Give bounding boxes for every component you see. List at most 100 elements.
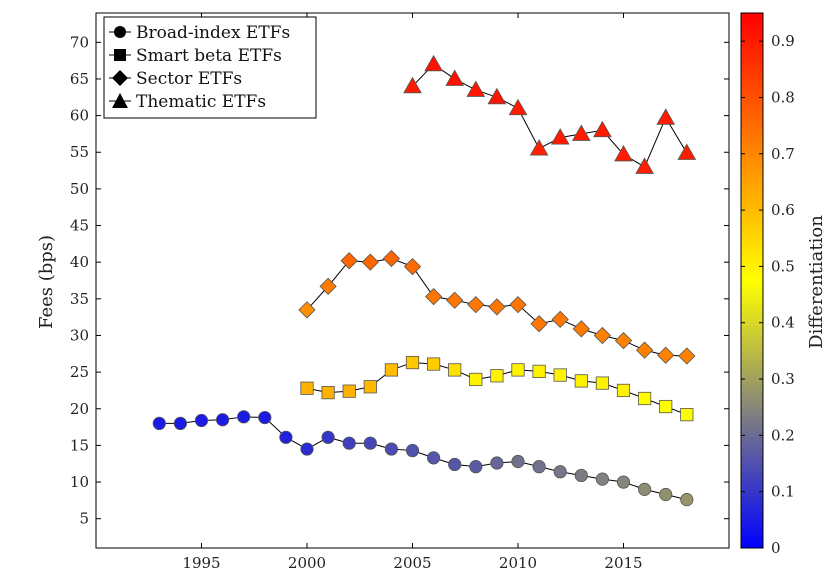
series-square <box>300 355 694 422</box>
data-point-triangle <box>656 108 676 125</box>
y-tick-label: 45 <box>70 217 89 235</box>
data-point-square <box>490 369 504 383</box>
data-point-circle <box>279 430 293 444</box>
data-point-square <box>384 363 399 377</box>
colorbar-tick-label: 0.4 <box>771 314 795 332</box>
data-point-circle <box>680 493 694 507</box>
data-point-circle <box>574 468 588 483</box>
data-point-square <box>616 383 631 398</box>
x-tick-label: 2010 <box>499 554 537 572</box>
data-point-circle <box>532 460 546 474</box>
legend-label-thematic: Thematic ETFs <box>136 92 266 112</box>
data-point-circle <box>152 416 166 431</box>
data-point-diamond <box>424 287 443 306</box>
legend-diamond-icon <box>112 70 128 86</box>
data-point-circle <box>659 487 673 502</box>
legend-label-broad-index: Broad-index ETFs <box>136 23 290 43</box>
legend: Broad-index ETFs Smart beta ETFs Sector … <box>103 16 317 119</box>
data-point-diamond <box>509 296 527 314</box>
data-point-diamond <box>361 253 379 271</box>
data-point-triangle <box>424 54 443 72</box>
legend-entry-broad-index: Broad-index ETFs <box>109 23 290 43</box>
data-point-diamond <box>678 347 696 365</box>
legend-label-smart-beta: Smart beta ETFs <box>136 46 282 66</box>
data-point-circle <box>194 413 209 428</box>
data-point-circle <box>342 436 356 450</box>
colorbar-tick-label: 0.2 <box>771 426 795 444</box>
data-point-circle <box>405 443 420 458</box>
data-point-triangle <box>487 87 507 105</box>
y-tick-label: 65 <box>70 70 89 88</box>
data-point-square <box>321 386 335 400</box>
data-point-diamond <box>530 315 548 333</box>
data-point-square <box>448 363 462 377</box>
data-point-diamond <box>340 252 358 270</box>
data-point-circle <box>469 460 483 474</box>
data-point-circle <box>216 413 230 427</box>
data-point-square <box>574 374 588 388</box>
data-point-square <box>532 364 546 378</box>
legend-label-sector: Sector ETFs <box>136 69 242 89</box>
data-point-square <box>342 384 356 398</box>
y-tick-label: 55 <box>70 143 89 161</box>
colorbar-tick-label: 0.9 <box>771 32 795 50</box>
y-tick-label: 50 <box>70 180 89 198</box>
data-point-circle <box>237 410 251 424</box>
data-point-diamond <box>593 326 612 345</box>
data-point-circle <box>595 472 610 486</box>
data-point-circle <box>258 410 272 425</box>
data-point-square <box>363 380 377 394</box>
y-tick-label: 40 <box>70 253 89 271</box>
y-tick-label: 20 <box>70 400 89 418</box>
data-point-square <box>469 372 483 387</box>
data-point-diamond <box>467 296 485 314</box>
data-point-circle <box>490 456 504 470</box>
data-point-circle <box>448 457 462 472</box>
series-circle <box>152 410 694 507</box>
colorbar <box>740 12 764 549</box>
legend-circle-icon <box>114 26 126 38</box>
data-point-square <box>638 391 652 406</box>
y-tick-label: 10 <box>70 473 89 491</box>
colorbar-tick-label: 0.8 <box>771 88 795 106</box>
y-tick-label: 35 <box>70 290 89 308</box>
data-point-triangle <box>403 76 422 94</box>
data-point-square <box>553 368 567 382</box>
series-line <box>159 416 687 501</box>
data-point-square <box>405 355 420 370</box>
x-tick-label: 2015 <box>604 554 642 572</box>
colorbar-tick-label: 0.5 <box>771 257 795 275</box>
colorbar-tick-label: 0 <box>771 539 781 557</box>
data-point-circle <box>321 430 335 444</box>
data-point-diamond <box>382 249 401 268</box>
data-point-square <box>511 363 525 377</box>
data-point-triangle <box>508 98 528 116</box>
y-tick-label: 25 <box>70 363 89 381</box>
data-point-diamond <box>657 346 675 364</box>
data-point-circle <box>300 442 314 456</box>
data-point-square <box>426 357 441 371</box>
data-point-circle <box>553 465 567 479</box>
x-tick-label: 1995 <box>182 554 220 572</box>
data-point-diamond <box>298 301 316 319</box>
y-tick-label: 5 <box>79 510 89 528</box>
colorbar-tick-label: 0.1 <box>771 483 795 501</box>
data-point-square <box>300 381 314 395</box>
data-point-triangle <box>635 157 654 174</box>
x-tick-label: 2005 <box>393 554 431 572</box>
data-point-triangle <box>571 124 591 141</box>
plot-area: 5 10 15 20 25 30 35 40 45 50 55 60 65 70 1995 2000 2005 2… <box>70 12 730 572</box>
data-point-diamond <box>614 331 633 350</box>
data-point-circle <box>363 436 377 450</box>
data-point-square <box>659 399 673 414</box>
legend-square-icon <box>114 49 126 61</box>
y-tick-label: 30 <box>70 326 89 344</box>
data-point-circle <box>426 451 441 465</box>
data-point-diamond <box>319 277 337 295</box>
data-point-circle <box>384 442 398 456</box>
data-point-triangle <box>529 139 549 156</box>
data-point-triangle <box>445 69 465 86</box>
series-triangle <box>403 54 697 174</box>
y-tick-label: 70 <box>70 33 89 51</box>
